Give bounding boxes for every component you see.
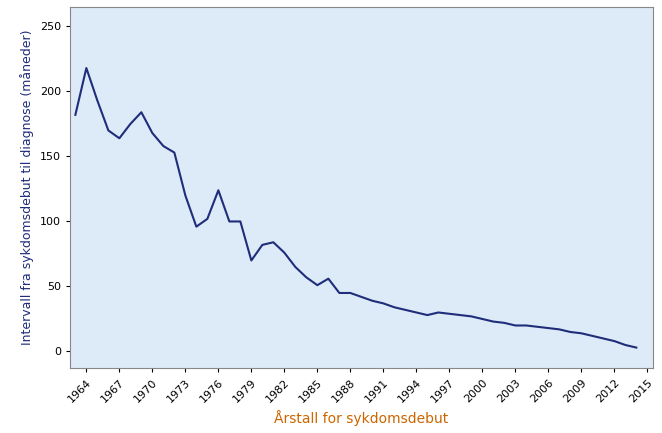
Y-axis label: Intervall fra sykdomsdebut til diagnose (måneder): Intervall fra sykdomsdebut til diagnose … [20,30,34,346]
X-axis label: Årstall for sykdomsdebut: Årstall for sykdomsdebut [274,410,448,426]
